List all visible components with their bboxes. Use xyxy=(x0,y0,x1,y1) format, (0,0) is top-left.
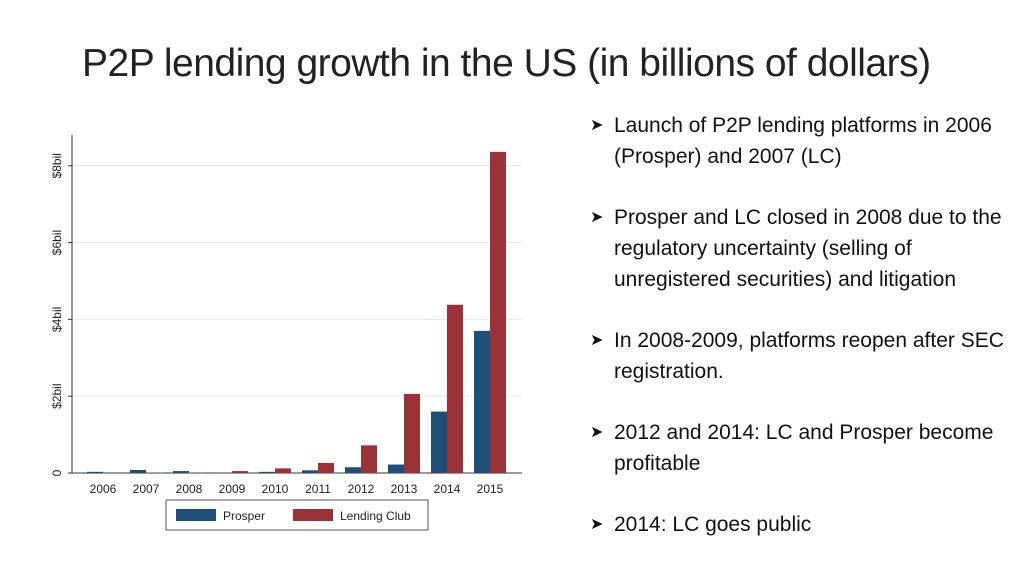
lending-club-bar xyxy=(447,304,463,473)
y-tick-label: 0 xyxy=(50,469,64,476)
prosper-bar xyxy=(474,330,490,473)
y-tick-label: $8bil xyxy=(50,153,64,178)
lending-club-bar xyxy=(490,151,506,473)
prosper-bar xyxy=(259,471,275,473)
prosper-bar xyxy=(388,464,404,473)
legend-swatch xyxy=(293,509,333,521)
x-tick-label: 2014 xyxy=(434,482,461,496)
x-tick-label: 2013 xyxy=(391,482,418,496)
lending-club-bar xyxy=(275,468,291,473)
x-tick-label: 2008 xyxy=(176,482,203,496)
y-tick-label: $6bil xyxy=(50,230,64,255)
x-tick-label: 2007 xyxy=(133,482,160,496)
prosper-bar xyxy=(345,467,361,473)
x-tick-label: 2015 xyxy=(477,482,504,496)
lending-club-bar xyxy=(361,445,377,473)
x-tick-label: 2011 xyxy=(305,482,331,496)
lending-club-bar xyxy=(232,471,248,473)
chart-svg: 0 $2bil $4bil $6bil $8bil 2006 2007 2008 2009 201… xyxy=(50,135,522,531)
lending-club-bar xyxy=(404,393,420,473)
arrowhead-bullet-icon: ➤ xyxy=(590,117,604,134)
arrowhead-bullet-icon: ➤ xyxy=(590,332,604,349)
slide-title: P2P lending growth in the US (in billion… xyxy=(82,42,931,85)
bullet-text: 2014: LC goes public xyxy=(614,513,812,536)
x-tick-label: 2009 xyxy=(219,482,246,496)
prosper-bar xyxy=(87,471,103,473)
legend-label: Prosper xyxy=(223,509,265,523)
bullet-text: In 2008-2009, platforms reopen after SEC… xyxy=(614,329,1004,383)
bullet-text: Prosper and LC closed in 2008 due to the… xyxy=(614,206,1002,291)
arrowhead-bullet-icon: ➤ xyxy=(590,424,604,441)
legend-swatch xyxy=(176,509,216,521)
lending-club-bar xyxy=(318,463,334,473)
prosper-bar xyxy=(302,470,318,473)
bullet-text: 2012 and 2014: LC and Prosper become pro… xyxy=(614,421,994,475)
prosper-bar xyxy=(130,469,146,473)
prosper-bar xyxy=(173,471,189,473)
x-tick-label: 2006 xyxy=(90,482,117,496)
bullet-text: Launch of P2P lending platforms in 2006 … xyxy=(614,114,992,168)
x-tick-label: 2010 xyxy=(262,482,289,496)
x-tick-label: 2012 xyxy=(348,482,375,496)
arrowhead-bullet-icon: ➤ xyxy=(590,209,604,226)
bullet-list: ➤ Launch of P2P lending platforms in 200… xyxy=(590,110,1010,570)
bullet-item: ➤ Prosper and LC closed in 2008 due to t… xyxy=(590,202,1010,295)
bullet-item: ➤ Launch of P2P lending platforms in 200… xyxy=(590,110,1010,172)
bullet-item: ➤ 2014: LC goes public xyxy=(590,509,1010,540)
y-tick-label: $2bil xyxy=(50,384,64,409)
arrowhead-bullet-icon: ➤ xyxy=(590,516,604,533)
bullet-item: ➤ In 2008-2009, platforms reopen after S… xyxy=(590,325,1010,387)
bar-chart: 0 $2bil $4bil $6bil $8bil 2006 2007 2008 2009 201… xyxy=(48,130,528,540)
y-tick-label: $4bil xyxy=(50,307,64,332)
bullet-item: ➤ 2012 and 2014: LC and Prosper become p… xyxy=(590,417,1010,479)
prosper-bar xyxy=(431,411,447,473)
legend-label: Lending Club xyxy=(340,509,411,523)
